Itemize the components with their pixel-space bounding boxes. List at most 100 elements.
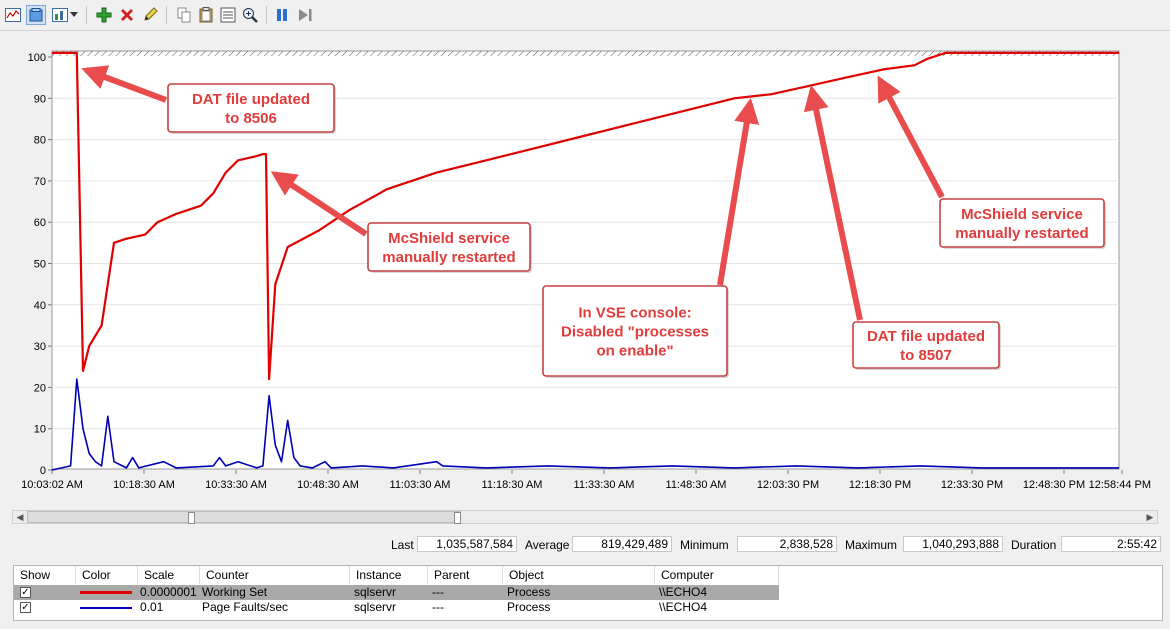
instance-value: sqlservr bbox=[354, 600, 397, 614]
color-swatch bbox=[80, 591, 132, 594]
object-value: Process bbox=[507, 600, 551, 614]
counter-value: Working Set bbox=[202, 585, 268, 599]
y-tick-label: 30 bbox=[34, 341, 46, 353]
maximum-label: Maximum bbox=[845, 538, 898, 552]
working-set-line bbox=[52, 51, 1119, 381]
properties-icon[interactable] bbox=[218, 5, 238, 25]
parent-value: --- bbox=[432, 600, 444, 614]
object-value: Process bbox=[507, 585, 551, 599]
annotation-callout: DAT file updated to 8506 bbox=[167, 83, 336, 134]
annotation-text: In VSE console: bbox=[578, 305, 691, 322]
y-tick-label: 90 bbox=[34, 93, 46, 105]
y-tick-label: 60 bbox=[34, 217, 46, 229]
scroll-left-icon[interactable]: ◀ bbox=[16, 511, 24, 522]
y-tick-label: 20 bbox=[34, 382, 46, 394]
col-header-counter[interactable]: Counter bbox=[200, 566, 350, 584]
x-tick-label: 10:03:02 AM bbox=[21, 479, 83, 491]
col-header-instance[interactable]: Instance bbox=[350, 566, 428, 584]
stats-bar: Last 1,035,587,584 Average 819,429,489 M… bbox=[0, 535, 1170, 555]
parent-value: --- bbox=[432, 585, 444, 599]
counter-value: Page Faults/sec bbox=[202, 600, 289, 614]
paste-counter-list-icon[interactable] bbox=[196, 5, 216, 25]
annotation-callout: McShield service manually restarted bbox=[939, 198, 1106, 249]
scale-value: 0.0000001 bbox=[140, 585, 197, 599]
instance-value: sqlservr bbox=[354, 585, 397, 599]
average-label: Average bbox=[525, 538, 570, 552]
duration-label: Duration bbox=[1011, 538, 1057, 552]
x-tick-label: 12:03:30 PM bbox=[757, 479, 819, 491]
y-tick-label: 50 bbox=[34, 259, 46, 271]
time-scrollbar[interactable]: ◀ ▶ bbox=[12, 510, 1158, 524]
x-tick-label: 12:18:30 PM bbox=[849, 479, 911, 491]
y-tick-label: 0 bbox=[40, 465, 46, 477]
table-row[interactable]: ✓ 0.0000001 Working Set sqlservr --- Pro… bbox=[14, 585, 779, 600]
range-start-handle[interactable] bbox=[188, 512, 195, 524]
computer-value: \\ECHO4 bbox=[659, 585, 708, 599]
last-label: Last bbox=[391, 538, 414, 552]
col-header-color[interactable]: Color bbox=[76, 566, 138, 584]
x-tick-label: 10:18:30 AM bbox=[113, 479, 175, 491]
y-tick-label: 80 bbox=[34, 135, 46, 147]
x-tick-label: 12:33:30 PM bbox=[941, 479, 1003, 491]
x-tick-label: 11:48:30 AM bbox=[666, 479, 727, 491]
show-checkbox[interactable]: ✓ bbox=[20, 602, 31, 613]
x-tick-label: 11:33:30 AM bbox=[574, 479, 635, 491]
range-end-handle[interactable] bbox=[454, 512, 461, 524]
col-header-scale[interactable]: Scale bbox=[138, 566, 200, 584]
col-header-parent[interactable]: Parent bbox=[428, 566, 503, 584]
annotation-text: on enable" bbox=[596, 343, 673, 360]
show-checkbox[interactable]: ✓ bbox=[20, 587, 31, 598]
x-tick-label: 12:48:30 PM bbox=[1023, 479, 1085, 491]
annotation-arrow bbox=[717, 98, 760, 286]
x-tick-label: 11:03:30 AM bbox=[390, 479, 451, 491]
minimum-value: 2,838,528 bbox=[737, 536, 837, 552]
scroll-thumb[interactable] bbox=[27, 511, 461, 524]
scale-value: 0.01 bbox=[140, 600, 164, 614]
performance-chart: 0 10 20 30 40 50 60 70 80 90 100 10:03:02 AM 10:18:… bbox=[21, 50, 1151, 491]
computer-value: \\ECHO4 bbox=[659, 600, 708, 614]
annotation-text: DAT file updated bbox=[192, 91, 310, 108]
annotation-text: McShield service bbox=[388, 230, 510, 247]
minimum-label: Minimum bbox=[680, 538, 729, 552]
update-data-icon[interactable] bbox=[295, 5, 315, 25]
annotation-callout: McShield service manually restarted bbox=[367, 222, 532, 273]
x-tick-label: 12:58:44 PM bbox=[1089, 479, 1151, 491]
annotation-text: to 8507 bbox=[900, 347, 952, 364]
page-faults-line bbox=[51, 378, 1119, 471]
x-tick-label: 10:33:30 AM bbox=[205, 479, 267, 491]
annotation-arrow bbox=[270, 171, 368, 237]
table-row[interactable]: ✓ 0.01 Page Faults/sec sqlservr --- Proc… bbox=[14, 600, 779, 615]
toolbar bbox=[0, 0, 1170, 31]
scroll-right-icon[interactable]: ▶ bbox=[1146, 511, 1154, 522]
x-tick-label: 10:48:30 AM bbox=[297, 479, 359, 491]
annotation-text: McShield service bbox=[961, 206, 1083, 223]
duration-value: 2:55:42 bbox=[1061, 536, 1161, 552]
annotation-arrow bbox=[803, 85, 863, 321]
annotation-text: manually restarted bbox=[955, 225, 1088, 242]
chevron-down-icon[interactable] bbox=[68, 5, 80, 25]
col-header-computer[interactable]: Computer bbox=[655, 566, 779, 584]
y-tick-label: 10 bbox=[34, 424, 46, 436]
copy-properties-icon[interactable] bbox=[174, 5, 194, 25]
annotation-arrow bbox=[877, 75, 945, 199]
zoom-icon[interactable] bbox=[240, 5, 260, 25]
annotation-text: Disabled "processes bbox=[561, 324, 709, 341]
delete-counter-icon[interactable] bbox=[117, 5, 137, 25]
y-tick-label: 40 bbox=[34, 300, 46, 312]
annotation-callout: In VSE console: Disabled "processes on ena… bbox=[542, 285, 729, 378]
freeze-display-icon[interactable] bbox=[272, 5, 292, 25]
view-graph-icon[interactable] bbox=[3, 5, 23, 25]
counter-legend-table: Show Color Scale Counter Instance Parent… bbox=[13, 565, 1163, 621]
last-value: 1,035,587,584 bbox=[417, 536, 517, 552]
color-swatch bbox=[80, 607, 132, 609]
col-header-object[interactable]: Object bbox=[503, 566, 655, 584]
change-graph-type-icon[interactable] bbox=[50, 5, 70, 25]
annotation-callout: DAT file updated to 8507 bbox=[852, 321, 1001, 370]
view-histogram-icon[interactable] bbox=[26, 5, 46, 25]
average-value: 819,429,489 bbox=[572, 536, 672, 552]
col-header-show[interactable]: Show bbox=[14, 566, 76, 584]
maximum-value: 1,040,293,888 bbox=[903, 536, 1003, 552]
highlight-icon[interactable] bbox=[140, 5, 160, 25]
add-counter-icon[interactable] bbox=[94, 5, 114, 25]
annotation-text: DAT file updated bbox=[867, 328, 985, 345]
